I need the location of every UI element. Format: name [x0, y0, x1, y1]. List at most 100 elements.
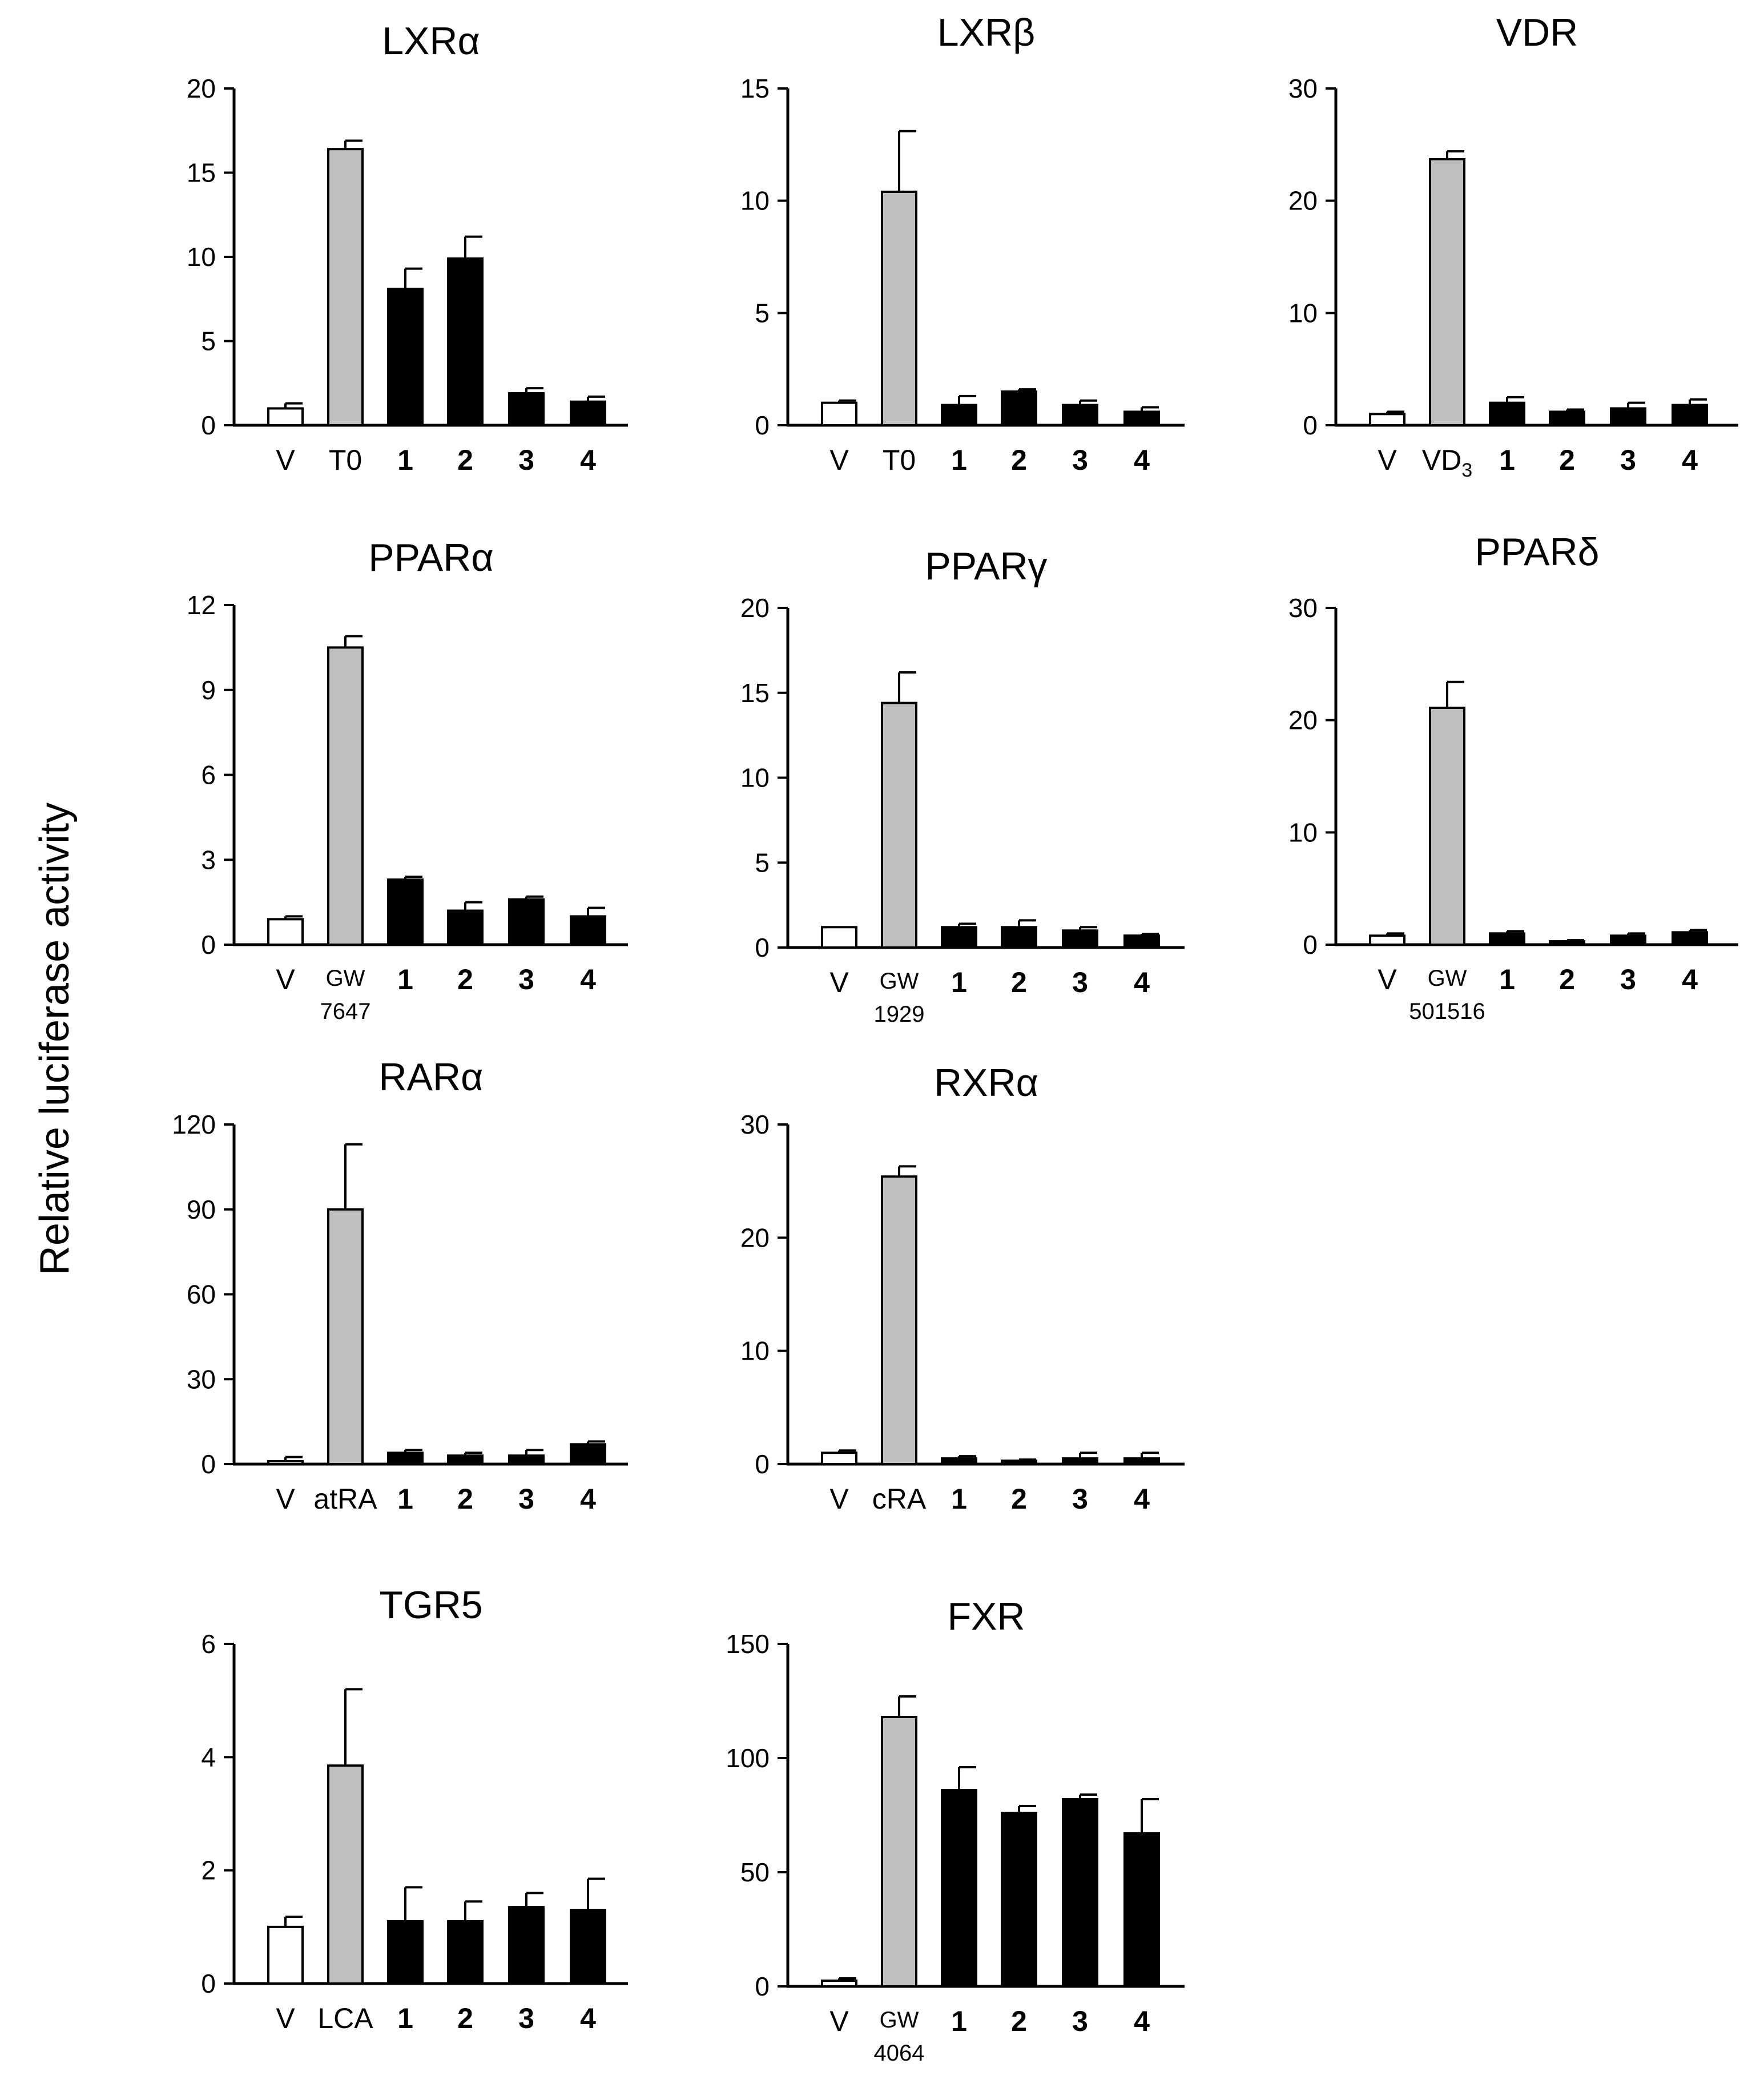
category-label: 4: [1682, 964, 1698, 995]
chart-panel-9: TGR5 0 2 4 6 V LCA 1 2 3 4: [201, 1583, 628, 2034]
y-tick-label: 0: [1303, 410, 1318, 440]
y-axis-label: Relative luciferase activity: [32, 803, 78, 1275]
y-tick-label: 9: [201, 675, 216, 705]
category-label: atRA: [313, 1483, 377, 1515]
category-label: 3: [518, 1483, 534, 1515]
bar-2: [447, 909, 484, 946]
category-label: 4: [580, 2002, 596, 2034]
bar-4: [1123, 410, 1160, 427]
y-tick-label: 6: [201, 760, 216, 790]
category-label: 2: [1011, 966, 1027, 998]
bar-GW: [327, 646, 364, 946]
category-label: V: [1378, 444, 1397, 476]
category-label: V: [276, 444, 295, 476]
chart-title: PPARδ: [1475, 530, 1600, 574]
y-tick-label: 0: [755, 1972, 770, 2001]
category-label: 2: [457, 2002, 473, 2034]
y-tick-label: 10: [740, 1336, 770, 1366]
chart-panel-8: RXRα 0 10 20 30 V cRA 1 2 3 4: [740, 1061, 1185, 1515]
bar-1: [387, 1452, 424, 1466]
bar-3: [1610, 407, 1646, 426]
y-tick-label: 20: [1288, 186, 1318, 216]
category-label: T0: [329, 444, 362, 476]
bar-GW: [1429, 707, 1465, 946]
bar-3: [508, 898, 545, 946]
bar-1: [941, 926, 977, 949]
category-label: 3: [1072, 966, 1088, 998]
category-label: 1: [1499, 964, 1515, 995]
category-label: GW: [880, 969, 919, 994]
category-label: V: [276, 1483, 295, 1515]
category-label: VD3: [1422, 444, 1472, 481]
bar-1: [941, 404, 977, 426]
bar-V: [267, 1460, 304, 1466]
bar-GW: [881, 1716, 917, 1988]
y-tick-label: 50: [740, 1857, 770, 1887]
category-label: 1: [397, 964, 413, 995]
category-label: 4: [1682, 444, 1698, 476]
category-label: 1: [397, 2002, 413, 2034]
bar-3: [508, 392, 545, 427]
y-tick-label: 0: [755, 1449, 770, 1479]
category-label: GW: [1428, 966, 1467, 991]
bar-2: [447, 1920, 484, 1985]
bar-V: [1369, 413, 1405, 426]
bar-3: [1062, 1798, 1098, 1988]
bar-4: [570, 915, 606, 946]
bar-3: [1610, 934, 1646, 946]
category-label: 1: [951, 966, 967, 998]
bar-4: [570, 1909, 606, 1985]
chart-title: VDR: [1496, 11, 1578, 54]
chart-panel-7: RARα 0 30 60 90 120 V atRA 1 2 3 4: [172, 1055, 628, 1515]
bar-4: [1123, 1832, 1160, 1988]
category-label: 2: [1011, 2005, 1027, 2037]
category-label: 1: [397, 444, 413, 476]
bar-4: [1672, 931, 1708, 946]
bar-V: [267, 407, 304, 426]
bar-V: [821, 401, 857, 427]
bar-2: [1001, 926, 1037, 949]
chart-title: LXRα: [382, 19, 480, 63]
category-label: GW: [326, 966, 365, 991]
bar-V: [267, 918, 304, 946]
category-label: V: [276, 2002, 295, 2034]
y-tick-label: 90: [187, 1195, 216, 1224]
category-label: 1: [951, 444, 967, 476]
y-tick-label: 0: [755, 410, 770, 440]
y-tick-label: 2: [201, 1856, 216, 1885]
chart-title: TGR5: [379, 1583, 482, 1627]
category-label: 3: [1620, 964, 1636, 995]
category-label: 3: [1072, 444, 1088, 476]
y-tick-label: 5: [201, 326, 216, 356]
bar-1: [387, 1920, 424, 1985]
category-label: cRA: [872, 1483, 927, 1515]
category-label: 3: [1620, 444, 1636, 476]
bar-atRA: [327, 1208, 364, 1465]
bar-2: [1001, 1460, 1037, 1466]
category-label: 4: [580, 1483, 596, 1515]
bar-2: [447, 257, 484, 426]
category-label: T0: [883, 444, 916, 476]
category-sublabel: 501516: [1409, 999, 1485, 1024]
y-tick-label: 10: [1288, 817, 1318, 847]
chart-panel-10: FXR 0 50 100 150 V GW 4064 1 2 3 4: [726, 1595, 1185, 2066]
bar-V: [267, 1925, 304, 1985]
y-tick-label: 0: [201, 1449, 216, 1479]
bar-2: [1549, 410, 1585, 427]
category-label: 2: [1011, 1483, 1027, 1515]
chart-title: PPARα: [368, 536, 493, 579]
chart-panel-3: VDR 0 10 20 30 V VD3 1 2 3 4: [1288, 11, 1738, 481]
category-label: 2: [457, 444, 473, 476]
category-label: 1: [1499, 444, 1515, 476]
category-label: V: [829, 1483, 849, 1515]
y-tick-label: 30: [1288, 593, 1318, 623]
y-tick-label: 30: [740, 1110, 770, 1139]
subscript: 3: [1461, 459, 1472, 481]
category-sublabel: 1929: [874, 1002, 925, 1027]
y-tick-label: 15: [740, 74, 770, 103]
bar-T0: [881, 190, 917, 426]
y-tick-label: 20: [740, 1223, 770, 1252]
category-label: 3: [518, 444, 534, 476]
category-label: 3: [518, 964, 534, 995]
